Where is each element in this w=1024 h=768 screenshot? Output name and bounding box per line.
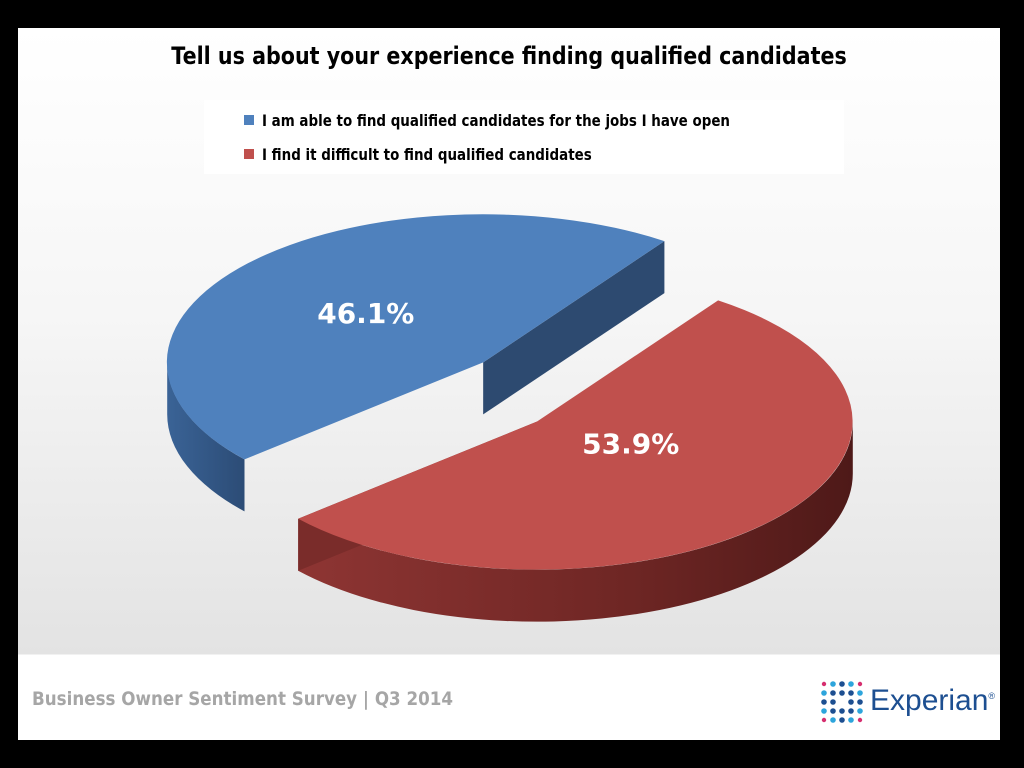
pie-slice-able-wall xyxy=(483,241,665,415)
experian-dot xyxy=(848,717,854,723)
legend-swatch-blue xyxy=(244,115,254,125)
experian-dot xyxy=(830,681,836,687)
experian-dot xyxy=(821,717,827,723)
experian-dot xyxy=(821,708,827,714)
legend-entry-able: I am able to find qualified candidates f… xyxy=(244,108,819,132)
experian-dots-icon xyxy=(821,681,863,723)
registered-mark: ® xyxy=(988,691,996,701)
experian-dot xyxy=(830,708,836,714)
experian-dot xyxy=(821,690,827,696)
experian-dot xyxy=(857,699,863,705)
legend-label-difficult: I find it difficult to find qualified ca… xyxy=(262,144,592,164)
experian-dot xyxy=(839,690,845,696)
legend-swatch-red xyxy=(244,149,254,159)
pie-slice-difficult xyxy=(298,300,853,570)
legend-label-able: I am able to find qualified candidates f… xyxy=(262,110,731,130)
experian-dot xyxy=(830,699,836,705)
slide: Tell us about your experience finding qu… xyxy=(18,28,1000,740)
pie-slice-able-side xyxy=(167,362,245,512)
legend-entry-difficult: I find it difficult to find qualified ca… xyxy=(244,142,655,166)
experian-dot xyxy=(857,717,863,723)
experian-dot xyxy=(839,708,845,714)
footer-survey-label: Business Owner Sentiment Survey | Q3 201… xyxy=(32,688,454,710)
data-label-able: 46.1% xyxy=(317,297,414,330)
data-label-difficult: 53.9% xyxy=(582,427,679,460)
pie-slice-difficult-side xyxy=(298,421,853,622)
experian-dot xyxy=(857,690,863,696)
experian-dot xyxy=(839,681,845,687)
experian-dot xyxy=(848,708,854,714)
chart-legend: I am able to find qualified candidates f… xyxy=(204,100,844,174)
experian-logo: Experian® xyxy=(818,678,995,726)
pie-chart: 46.1% 53.9% xyxy=(166,214,853,622)
pie-slice-able xyxy=(166,214,665,460)
experian-dot xyxy=(830,690,836,696)
chart-title: Tell us about your experience finding qu… xyxy=(171,42,847,70)
experian-dot xyxy=(848,690,854,696)
experian-dot xyxy=(839,717,845,723)
experian-dot xyxy=(848,681,854,687)
experian-dot xyxy=(821,699,827,705)
experian-dot xyxy=(857,681,863,687)
experian-dot xyxy=(857,708,863,714)
experian-wordmark-text: Experian xyxy=(870,684,989,717)
experian-dot xyxy=(821,681,827,687)
experian-dot xyxy=(848,699,854,705)
experian-wordmark: Experian® xyxy=(870,684,995,718)
experian-dot xyxy=(830,717,836,723)
